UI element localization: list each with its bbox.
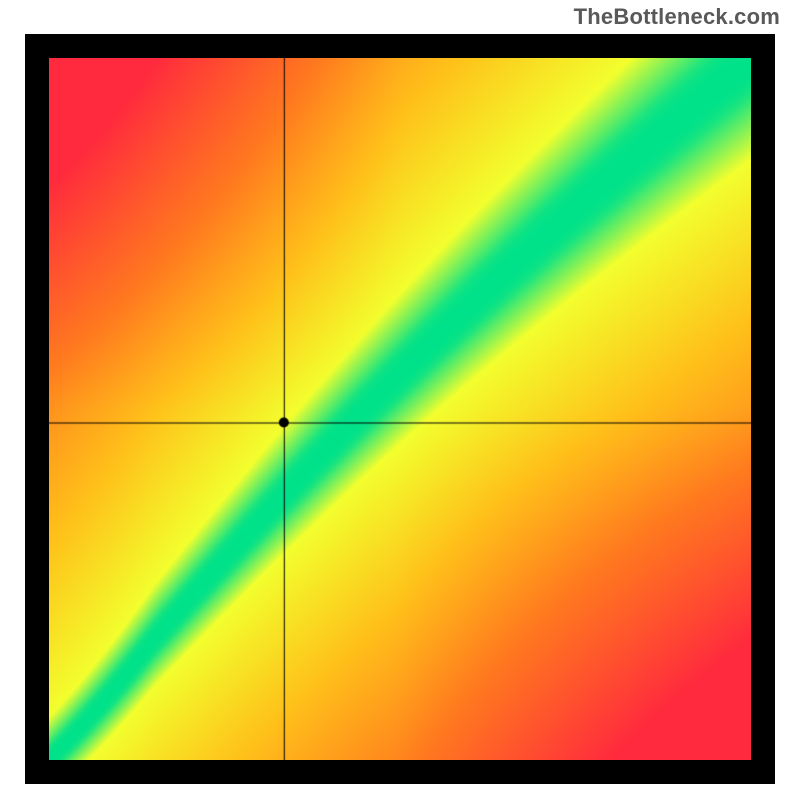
bottleneck-heatmap bbox=[49, 58, 751, 760]
plot-frame bbox=[25, 34, 775, 784]
watermark-text: TheBottleneck.com bbox=[574, 4, 780, 30]
container: TheBottleneck.com bbox=[0, 0, 800, 800]
